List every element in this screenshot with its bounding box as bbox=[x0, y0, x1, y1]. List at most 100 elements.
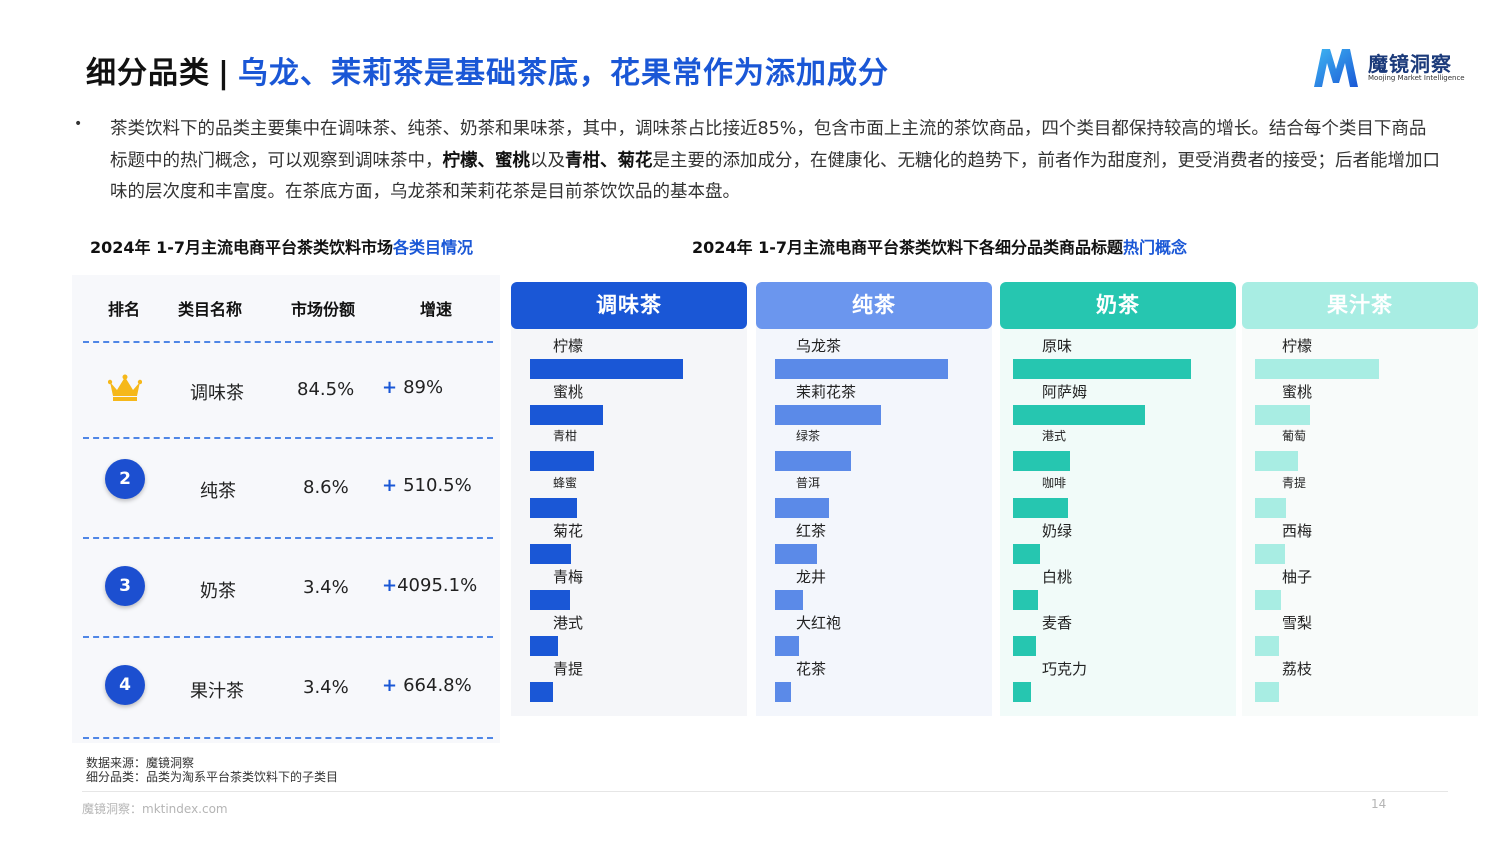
page-title: 细分品类 | 乌龙、茉莉茶是基础茶底，花果常作为添加成分 bbox=[86, 48, 889, 92]
bar bbox=[1013, 405, 1145, 426]
bar bbox=[775, 636, 799, 657]
category-panel: 纯茶 乌龙茶 茉莉花茶 绿茶 普洱 红茶 龙井 大红袍 花茶 bbox=[756, 282, 992, 716]
title-separator: | bbox=[218, 56, 230, 91]
bar bbox=[530, 359, 683, 379]
bar bbox=[530, 636, 558, 657]
bar bbox=[1013, 359, 1191, 379]
rank-badge: 2 bbox=[105, 459, 145, 499]
header-category: 类目名称 bbox=[178, 300, 243, 319]
bar-label: 蜂蜜 bbox=[553, 475, 578, 490]
bar-label: 雪梨 bbox=[1282, 614, 1313, 633]
bar-label: 荔枝 bbox=[1282, 660, 1313, 679]
category-panel: 调味茶 柠檬 蜜桃 青柑 蜂蜜 菊花 青梅 港式 青提 bbox=[511, 282, 747, 716]
bar bbox=[1255, 451, 1298, 472]
plus-icon: + bbox=[382, 377, 398, 398]
bar bbox=[775, 590, 803, 610]
brand-name: 魔镜洞察 bbox=[1368, 52, 1452, 76]
right-subtitle: 2024年 1-7月主流电商平台茶类饮料下各细分品类商品标题热门概念 bbox=[692, 234, 1187, 258]
bar bbox=[1255, 682, 1279, 703]
row-divider bbox=[83, 636, 493, 638]
bullet-marker: • bbox=[74, 116, 83, 132]
bar-label: 青梅 bbox=[553, 568, 584, 586]
title-headline: 乌龙、茉莉茶是基础茶底，花果常作为添加成分 bbox=[237, 56, 889, 91]
bar-label: 蜜桃 bbox=[553, 383, 584, 402]
bar-label: 白桃 bbox=[1042, 568, 1073, 586]
plus-icon: + bbox=[382, 675, 398, 696]
bar-label: 麦香 bbox=[1042, 614, 1073, 633]
row-divider bbox=[83, 537, 493, 539]
bar bbox=[530, 682, 553, 703]
rank-badge: 4 bbox=[105, 665, 145, 705]
bar-label: 普洱 bbox=[796, 475, 821, 490]
brand-logo: 魔镜洞察 Moojing Market Intelligence bbox=[1310, 45, 1465, 90]
bar bbox=[1013, 497, 1068, 518]
bar-label: 奶绿 bbox=[1042, 521, 1073, 540]
left-subtitle-highlight: 各类目情况 bbox=[393, 238, 474, 257]
bar-label: 西梅 bbox=[1282, 521, 1313, 540]
bar bbox=[1013, 451, 1070, 472]
bar-label: 港式 bbox=[553, 614, 584, 633]
bar-label: 咖啡 bbox=[1042, 475, 1067, 490]
summary-paragraph: 茶类饮料下的品类主要集中在调味茶、纯茶、奶茶和果味茶，其中，调味茶占比接近85%… bbox=[110, 114, 1440, 209]
bar bbox=[775, 359, 948, 379]
bar bbox=[530, 405, 603, 426]
row-3-growth-value: 4095.1% bbox=[397, 575, 478, 596]
bar bbox=[1255, 359, 1379, 379]
bar-label: 龙井 bbox=[796, 568, 827, 586]
bar bbox=[1013, 590, 1038, 610]
bar-label: 绿茶 bbox=[796, 429, 821, 444]
bar bbox=[775, 405, 881, 426]
bar bbox=[775, 543, 817, 564]
bar-label: 葡萄 bbox=[1282, 429, 1307, 444]
bar-label: 青提 bbox=[1282, 475, 1307, 490]
row-divider bbox=[83, 437, 493, 439]
brand-tagline: Moojing Market Intelligence bbox=[1368, 74, 1465, 82]
bar bbox=[530, 451, 594, 472]
bar bbox=[530, 543, 571, 564]
row-divider bbox=[83, 737, 493, 739]
bar-label: 青提 bbox=[553, 660, 584, 679]
bar bbox=[775, 682, 791, 703]
bar-label: 柚子 bbox=[1282, 568, 1313, 586]
source-note: 数据来源：魔镜洞察 bbox=[86, 756, 195, 770]
summary-text-2: 以及 bbox=[530, 150, 565, 171]
row-4-category: 果汁茶 bbox=[190, 681, 244, 702]
header-share: 市场份额 bbox=[291, 300, 356, 319]
panel-header: 调味茶 bbox=[511, 282, 747, 329]
panel-background bbox=[756, 324, 992, 716]
title-prefix: 细分品类 bbox=[86, 56, 210, 91]
bar-label: 大红袍 bbox=[796, 614, 842, 633]
row-2-share: 8.6% bbox=[303, 477, 349, 498]
bar bbox=[1013, 682, 1031, 703]
ranking-table bbox=[72, 275, 500, 743]
row-4-growth-value: 664.8% bbox=[403, 675, 472, 696]
right-subtitle-highlight: 热门概念 bbox=[1123, 238, 1188, 257]
category-panel: 奶茶 原味 阿萨姆 港式 咖啡 奶绿 白桃 麦香 巧克力 bbox=[1000, 282, 1236, 716]
panel-header: 纯茶 bbox=[756, 282, 992, 329]
row-1-growth-value: 89% bbox=[403, 377, 444, 398]
row-2-growth-value: 510.5% bbox=[403, 475, 472, 496]
bar bbox=[1255, 590, 1281, 610]
summary-highlight-1: 柠檬、蜜桃 bbox=[442, 150, 531, 171]
row-1-growth: +89% bbox=[382, 377, 443, 398]
summary-text-1: 茶类饮料下的品类主要集中在调味茶、纯茶、奶茶和果味茶，其中，调味茶占比接近85%… bbox=[110, 119, 1427, 171]
bar bbox=[1255, 497, 1286, 518]
panel-header: 果汁茶 bbox=[1242, 282, 1478, 329]
bar-label: 花茶 bbox=[796, 660, 827, 679]
bar bbox=[775, 497, 829, 518]
bar-label: 柠檬 bbox=[1282, 337, 1313, 355]
header-growth: 增速 bbox=[420, 300, 453, 319]
category-panel: 果汁茶 柠檬 蜜桃 葡萄 青提 西梅 柚子 雪梨 荔枝 bbox=[1242, 282, 1478, 716]
panel-header: 奶茶 bbox=[1000, 282, 1236, 329]
bar bbox=[1013, 543, 1040, 564]
bar-label: 茉莉花茶 bbox=[796, 383, 857, 402]
right-subtitle-main: 2024年 1-7月主流电商平台茶类饮料下各细分品类商品标题 bbox=[692, 238, 1124, 257]
bar-label: 巧克力 bbox=[1042, 660, 1088, 679]
bar bbox=[1255, 636, 1279, 657]
footer-site: 魔镜洞察：mktindex.com bbox=[82, 802, 228, 816]
bar bbox=[530, 497, 577, 518]
summary-highlight-2: 青柑、菊花 bbox=[565, 150, 653, 171]
left-subtitle: 2024年 1-7月主流电商平台茶类饮料市场各类目情况 bbox=[90, 234, 473, 258]
panel-background bbox=[1242, 324, 1478, 716]
panel-background bbox=[511, 324, 747, 716]
